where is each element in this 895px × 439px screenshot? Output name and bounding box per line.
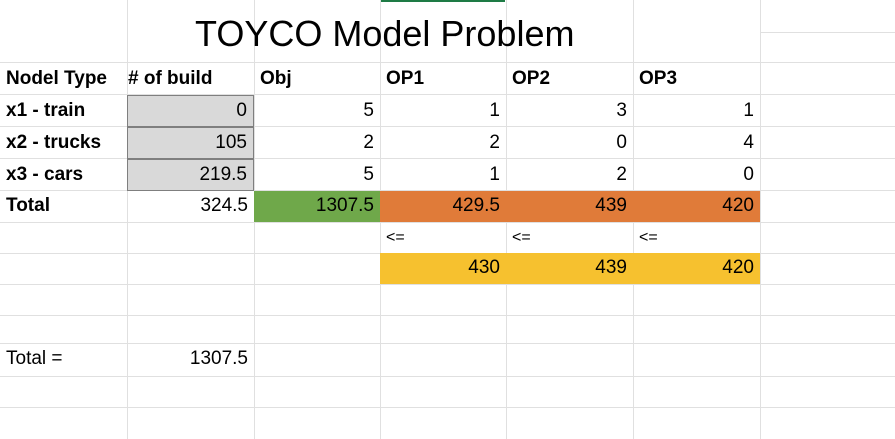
op3-coef-cell[interactable]: 4	[743, 132, 754, 153]
op2-usage-cell[interactable]: 439	[506, 191, 633, 222]
sheet-title[interactable]: TOYCO Model Problem	[195, 13, 575, 54]
objective-value-cell[interactable]: 1307.5	[254, 191, 380, 222]
row-label[interactable]: x2 - trucks	[6, 132, 102, 153]
op2-coef-cell[interactable]: 2	[616, 164, 627, 185]
row-gridline	[0, 376, 895, 377]
summary-label[interactable]: Total =	[6, 348, 63, 369]
op3-limit-cell[interactable]: 420	[633, 253, 760, 284]
constraint-sign[interactable]: <=	[512, 229, 531, 246]
column-gridline	[760, 0, 761, 439]
row-gridline	[0, 222, 895, 223]
decision-cell[interactable]: 105	[127, 127, 254, 159]
op3-usage-cell[interactable]: 420	[633, 191, 760, 222]
decision-cell[interactable]: 0	[127, 95, 254, 127]
op3-coef-cell[interactable]: 1	[743, 100, 754, 121]
selected-column-indicator	[381, 0, 505, 2]
total-build-cell[interactable]: 324.5	[200, 195, 248, 216]
op1-coef-cell[interactable]: 2	[489, 132, 500, 153]
op1-usage-cell[interactable]: 429.5	[380, 191, 506, 222]
header-op3[interactable]: OP3	[639, 68, 678, 89]
row-gridline	[0, 62, 895, 63]
decision-cell[interactable]: 219.5	[127, 159, 254, 191]
header-build[interactable]: # of build	[128, 68, 213, 89]
op2-coef-cell[interactable]: 0	[616, 132, 627, 153]
obj-coef-cell[interactable]: 2	[363, 132, 374, 153]
header-op1[interactable]: OP1	[386, 68, 425, 89]
obj-coef-cell[interactable]: 5	[363, 164, 374, 185]
row-gridline	[0, 407, 895, 408]
header-op2[interactable]: OP2	[512, 68, 551, 89]
row-gridline	[0, 94, 895, 95]
row-gridline	[0, 315, 895, 316]
header-type[interactable]: Nodel Type	[6, 68, 107, 89]
op1-limit-cell[interactable]: 430	[380, 253, 506, 284]
row-gridline	[0, 126, 895, 127]
row-label[interactable]: x3 - cars	[6, 164, 84, 185]
op2-limit-cell[interactable]: 439	[506, 253, 633, 284]
op1-coef-cell[interactable]: 1	[489, 164, 500, 185]
row-gridline	[0, 190, 895, 191]
constraint-sign[interactable]: <=	[639, 229, 658, 246]
op1-coef-cell[interactable]: 1	[489, 100, 500, 121]
column-gridline	[127, 0, 128, 439]
constraint-sign[interactable]: <=	[386, 229, 405, 246]
row-gridline	[0, 284, 895, 285]
row-label[interactable]: x1 - train	[6, 100, 86, 121]
header-obj[interactable]: Obj	[260, 68, 292, 89]
op2-coef-cell[interactable]: 3	[616, 100, 627, 121]
obj-coef-cell[interactable]: 5	[363, 100, 374, 121]
op3-coef-cell[interactable]: 0	[743, 164, 754, 185]
summary-value[interactable]: 1307.5	[189, 348, 248, 369]
row-gridline	[760, 32, 895, 33]
row-gridline	[0, 343, 895, 344]
total-label[interactable]: Total	[6, 195, 50, 216]
row-gridline	[0, 158, 895, 159]
